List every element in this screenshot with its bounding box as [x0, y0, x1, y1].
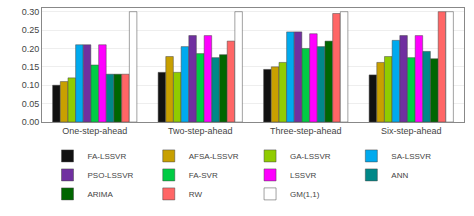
svg-text:RW: RW [189, 190, 203, 199]
svg-text:AFSA-LSSVR: AFSA-LSSVR [189, 152, 239, 161]
svg-text:0.25: 0.25 [22, 25, 40, 35]
svg-text:0.10: 0.10 [22, 80, 40, 90]
svg-text:FA-SVR: FA-SVR [189, 171, 218, 180]
svg-text:SA-LSSVR: SA-LSSVR [391, 152, 431, 161]
svg-text:LSSVR: LSSVR [290, 171, 316, 180]
svg-text:GA-LSSVR: GA-LSSVR [290, 152, 331, 161]
svg-text:PSO-LSSVR: PSO-LSSVR [88, 171, 134, 180]
svg-text:0.15: 0.15 [22, 62, 40, 72]
svg-text:Two-step-ahead: Two-step-ahead [168, 126, 233, 136]
svg-text:GM(1,1): GM(1,1) [290, 190, 320, 199]
svg-text:0.05: 0.05 [22, 99, 40, 109]
svg-text:ANN: ANN [391, 171, 408, 180]
svg-text:Six-step-ahead: Six-step-ahead [381, 126, 442, 136]
svg-text:0.00: 0.00 [22, 117, 40, 127]
svg-text:FA-LSSVR: FA-LSSVR [88, 152, 127, 161]
svg-text:0.30: 0.30 [22, 7, 40, 17]
svg-text:Three-step-ahead: Three-step-ahead [270, 126, 342, 136]
svg-text:One-step-ahead: One-step-ahead [62, 126, 127, 136]
svg-text:ARIMA: ARIMA [88, 190, 114, 199]
svg-text:0.20: 0.20 [22, 44, 40, 54]
